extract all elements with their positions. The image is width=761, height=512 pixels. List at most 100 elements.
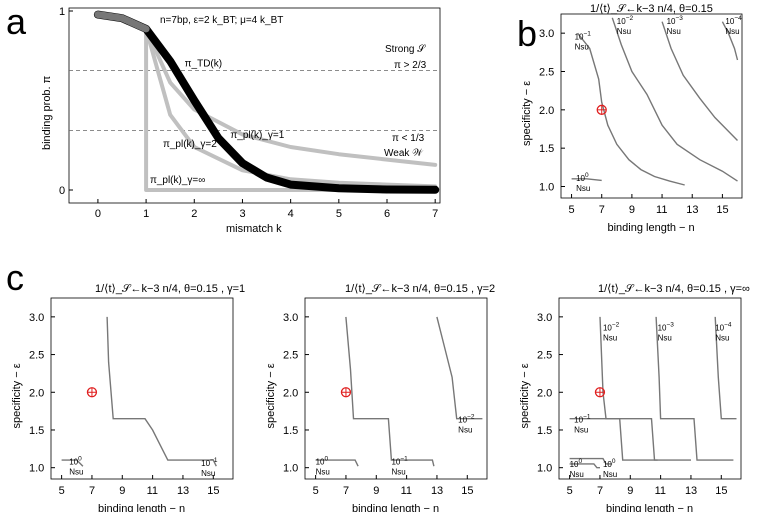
x-tick-label-c2: 15 (461, 485, 473, 497)
x-tick-label-a: 5 (336, 208, 342, 220)
label-pi-pl-ginf: π_pl(k)_γ=∞ (150, 175, 205, 186)
y-tick-label-c1: 3.0 (29, 312, 44, 324)
contour-line-c3-5 (714, 316, 737, 420)
contour-label-c2: 100 (316, 456, 329, 467)
x-tick-label-b: 13 (686, 204, 698, 216)
chart-title-c1: 1/⟨t⟩_𝒮←k−3 n/4, θ=0.15 , γ=1 (95, 283, 245, 295)
panel-letter-a: a (6, 1, 27, 42)
label-pi-pl-g1: π_pl(k)_γ=1 (230, 130, 284, 141)
y-axis-label-a: binding prob. π (41, 75, 53, 150)
contour-label-c2: 10−2 (458, 413, 475, 424)
contour-line-c1-1 (106, 316, 217, 467)
x-tick-label-c1: 13 (177, 485, 189, 497)
y-tick-label-b: 2.0 (539, 105, 554, 117)
x-tick-label-a: 0 (95, 208, 101, 220)
contour-line-b-0 (571, 178, 602, 182)
x-tick-label-a: 1 (143, 208, 149, 220)
contour-line-c2-2 (436, 316, 483, 420)
chart-title-a: n=7bp, ε=2 k_BT; μ=4 k_BT (160, 15, 283, 26)
plot-frame-c2 (304, 297, 488, 480)
contour-label-nsu-b: Nsu (576, 184, 590, 193)
plot-frame-a (68, 7, 441, 204)
contour-label-c3: 100 (603, 458, 616, 469)
strong-label: Strong 𝒮 (385, 44, 426, 55)
contour-label-nsu-c3: Nsu (603, 333, 617, 342)
panel-letter-c1: c (6, 257, 24, 298)
contour-line-c2-1 (345, 316, 435, 467)
contour-label-nsu-b: Nsu (725, 27, 739, 36)
y-axis-label-c3: specificity − ε (519, 363, 531, 428)
x-tick-label-c2: 13 (431, 485, 443, 497)
y-tick-label-b: 2.5 (539, 67, 554, 79)
contour-label-nsu-b: Nsu (667, 27, 681, 36)
chart-title-c3: 1/⟨t⟩_𝒮←k−3 n/4, θ=0.15 , γ=∞ (598, 283, 750, 295)
contour-label-b: 10−1 (575, 30, 592, 41)
x-tick-label-c3: 7 (597, 485, 603, 497)
contour-label-nsu-c1: Nsu (201, 469, 215, 478)
contour-label-nsu-b: Nsu (617, 27, 631, 36)
y-axis-label-b: specificity − ε (521, 81, 533, 146)
contour-label-c1: 100 (69, 456, 82, 467)
contour-line-b-3 (661, 21, 738, 141)
x-tick-label-c2: 5 (313, 485, 319, 497)
contour-label-c3: 10−3 (658, 321, 675, 332)
x-tick-label-b: 7 (599, 204, 605, 216)
x-tick-label-c3: 9 (627, 485, 633, 497)
contour-line-b-2 (611, 17, 738, 182)
x-tick-label-b: 11 (656, 204, 667, 216)
contour-label-nsu-c3: Nsu (658, 333, 672, 342)
y-tick-label-c2: 2.5 (283, 350, 298, 362)
x-tick-label-a: 6 (384, 208, 390, 220)
y-tick-label-c2: 1.0 (283, 463, 298, 475)
contour-line-c3-2 (569, 418, 658, 461)
y-tick-label-c3: 1.0 (537, 463, 552, 475)
contour-line-c3-0 (569, 463, 600, 469)
contour-line-c2-0 (315, 459, 359, 467)
weak-threshold-label: π < 1/3 (392, 133, 425, 144)
weak-label: Weak 𝒲 (384, 148, 424, 159)
contour-label-b: 10−3 (667, 15, 684, 26)
contour-label-nsu-c1: Nsu (69, 468, 83, 477)
contour-label-nsu-c2: Nsu (391, 468, 405, 477)
x-tick-label-a: 7 (432, 208, 438, 220)
x-tick-label-c1: 9 (119, 485, 125, 497)
y-tick-label-c1: 1.0 (29, 463, 44, 475)
contour-label-c3: 10−1 (574, 413, 591, 424)
contour-label-nsu-c2: Nsu (458, 425, 472, 434)
y-axis-label-c1: specificity − ε (11, 363, 23, 428)
x-axis-label-c2: binding length − n (352, 503, 439, 512)
y-tick-label-a: 0 (59, 185, 65, 197)
x-tick-label-c1: 11 (147, 485, 158, 497)
contour-label-c3: 100 (570, 458, 583, 469)
contour-label-c2: 10−1 (391, 456, 408, 467)
x-axis-label-c1: binding length − n (98, 503, 185, 512)
panel-letter-b: b (517, 13, 537, 54)
x-tick-label-c2: 11 (401, 485, 412, 497)
x-tick-label-c2: 9 (373, 485, 379, 497)
contour-label-nsu-c3: Nsu (570, 470, 584, 479)
y-tick-label-c1: 1.5 (29, 425, 44, 437)
y-tick-label-c2: 2.0 (283, 387, 298, 399)
contour-label-c1: 10−1 (201, 457, 218, 468)
y-tick-label-a: 1 (59, 6, 65, 18)
x-tick-label-c3: 15 (715, 485, 727, 497)
y-tick-label-b: 3.0 (539, 28, 554, 40)
x-tick-label-c3: 5 (567, 485, 573, 497)
contour-label-b: 10−4 (725, 15, 742, 26)
x-tick-label-b: 5 (569, 204, 575, 216)
contour-label-b: 10−2 (617, 15, 634, 26)
x-axis-label-b: binding length − n (608, 222, 695, 234)
x-tick-label-c3: 13 (685, 485, 697, 497)
x-tick-label-c1: 15 (207, 485, 219, 497)
y-tick-label-c3: 2.5 (537, 350, 552, 362)
plot-frame-c3 (558, 297, 742, 480)
contour-line-b-4 (721, 21, 739, 61)
x-tick-label-a: 2 (191, 208, 197, 220)
contour-label-c3: 10−4 (715, 321, 732, 332)
contour-line-b-1 (577, 32, 685, 186)
y-tick-label-b: 1.5 (539, 143, 554, 155)
shared-initial-segment (94, 11, 150, 33)
plot-frame-c1 (50, 297, 234, 480)
contour-label-nsu-b: Nsu (575, 42, 589, 51)
